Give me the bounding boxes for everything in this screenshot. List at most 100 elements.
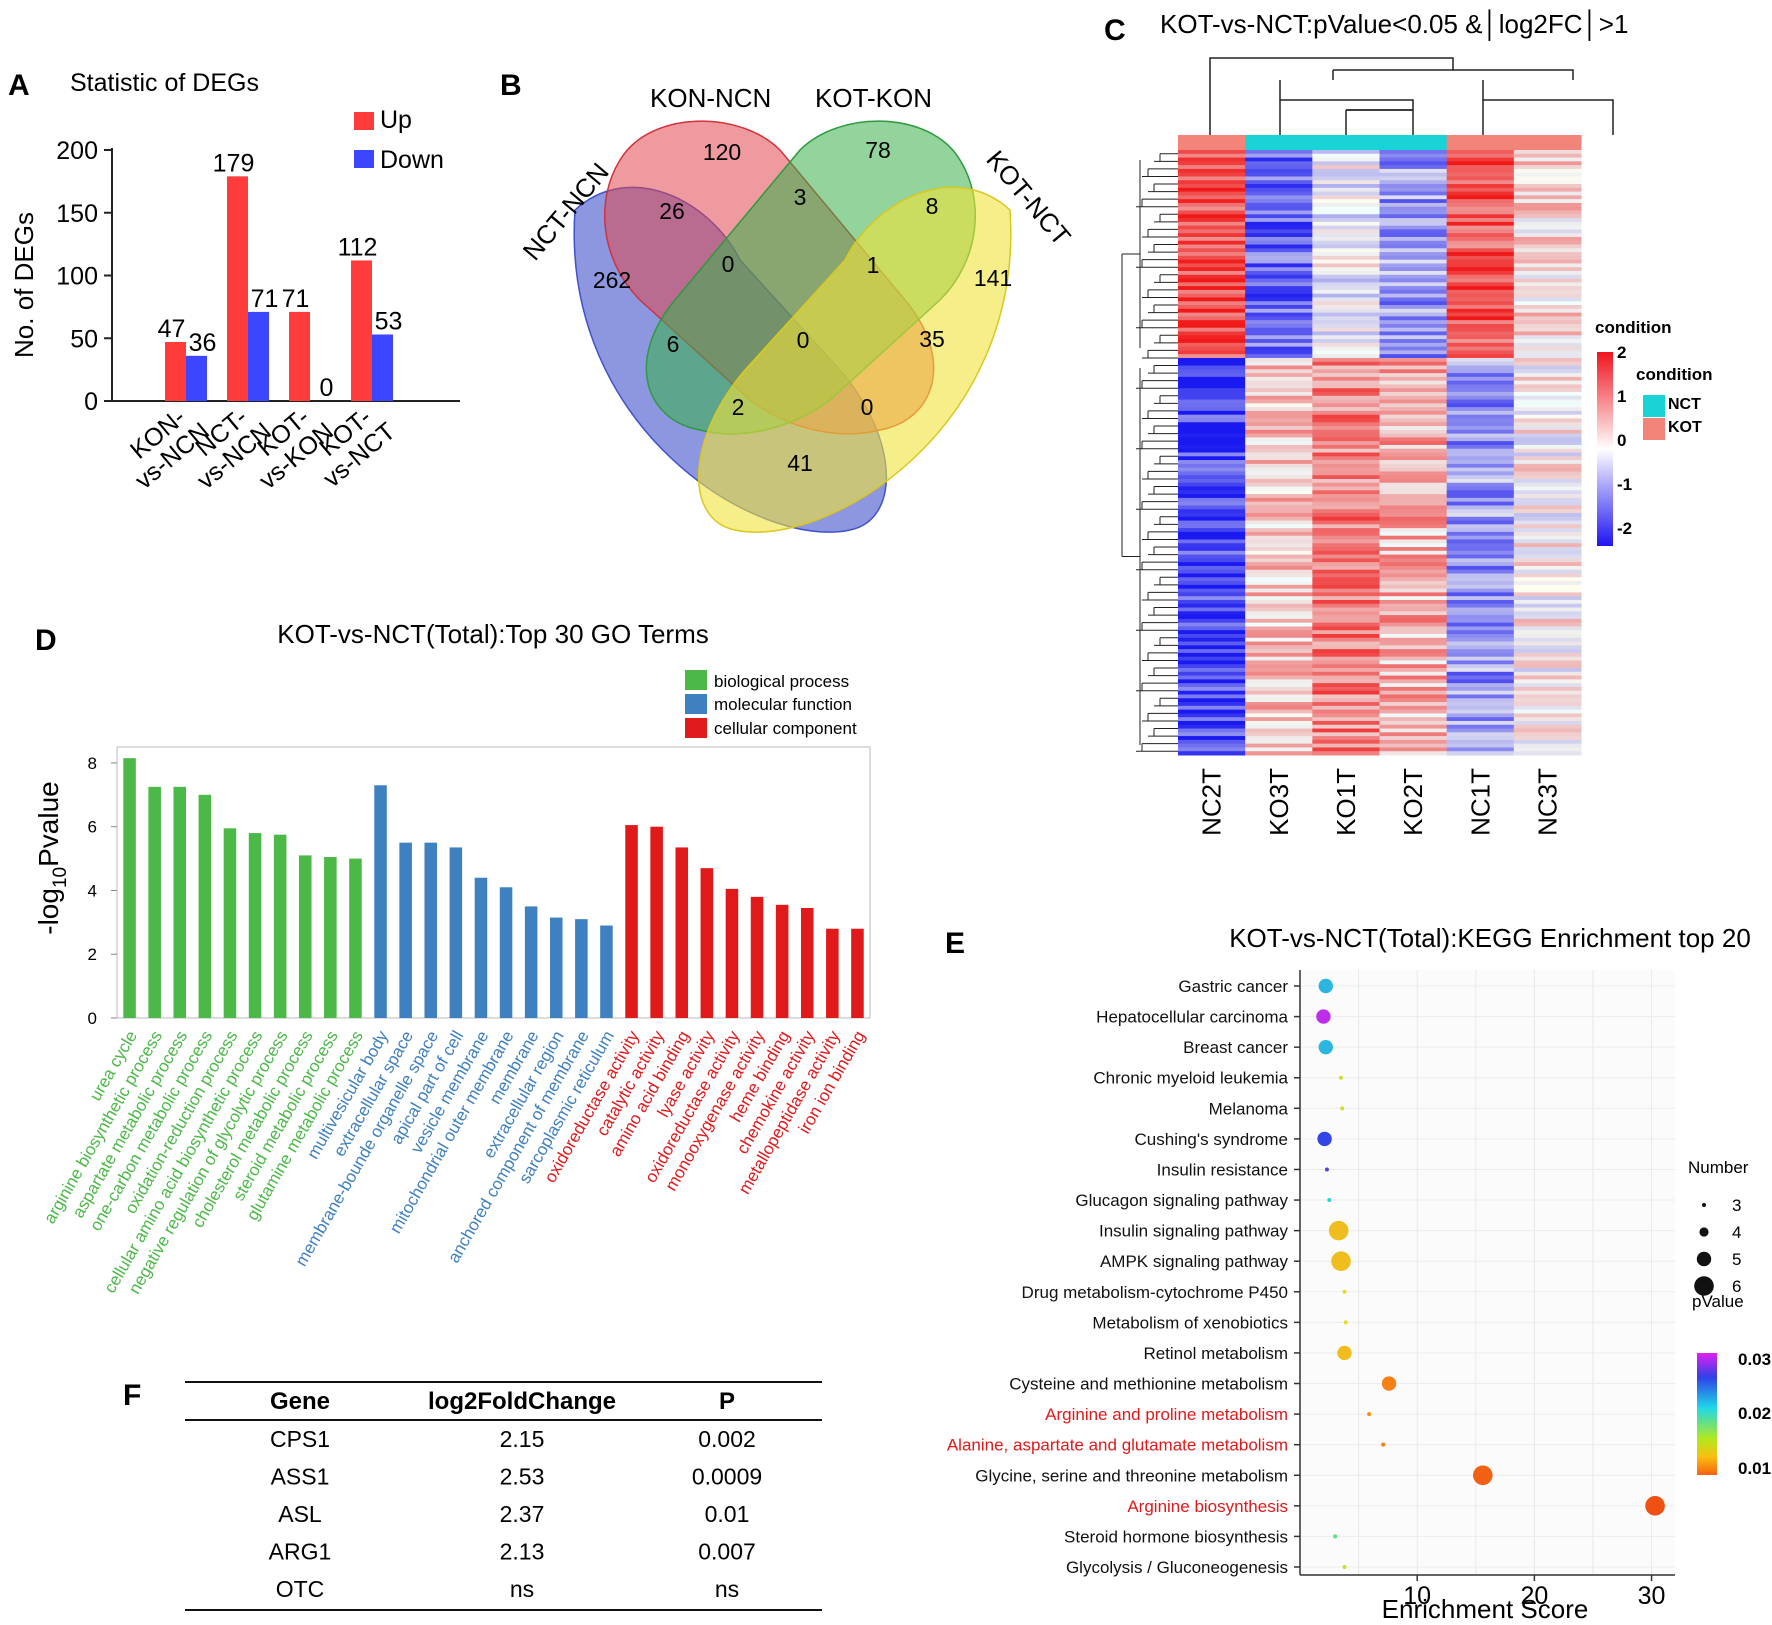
heatmap-cell — [1446, 214, 1515, 219]
heatmap-cell — [1178, 505, 1246, 510]
heatmap-cell — [1513, 346, 1582, 351]
heatmap-cell — [1446, 736, 1515, 741]
heatmap-cell — [1178, 433, 1246, 438]
heatmap-cell — [1312, 531, 1380, 537]
heatmap-cell — [1245, 656, 1313, 661]
heatmap-cell — [1379, 509, 1448, 514]
heatmap-cell — [1513, 705, 1582, 711]
go-bar-28 — [826, 928, 839, 1018]
heatmap-cell — [1245, 157, 1313, 162]
heatmap-cell — [1513, 596, 1582, 601]
heatmap-cell — [1178, 418, 1246, 423]
go-bar-29 — [851, 928, 864, 1018]
heatmap-cell — [1446, 365, 1515, 370]
heatmap-cell — [1513, 713, 1582, 718]
heatmap-cell — [1446, 342, 1515, 348]
heatmap-cell — [1178, 176, 1246, 181]
heatmap-cell — [1379, 728, 1448, 733]
heatmap-cell — [1178, 236, 1246, 242]
go-bar-3 — [198, 794, 212, 1018]
heatmap-cell — [1312, 709, 1380, 714]
table-cell: 2.53 — [500, 1464, 545, 1490]
heatmap-cell — [1446, 732, 1515, 737]
heatmap-cell — [1312, 671, 1380, 677]
heatmap-cell — [1178, 327, 1246, 332]
heatmap-cell — [1245, 569, 1313, 574]
heatmap-cell — [1379, 373, 1448, 378]
heatmap-cell — [1178, 214, 1246, 219]
heatmap-cell — [1513, 282, 1582, 287]
heatmap-cell — [1178, 630, 1246, 635]
heatmap-cell — [1379, 505, 1448, 510]
heatmap-cell — [1245, 252, 1313, 257]
heatmap-cell — [1178, 668, 1246, 673]
heatmap-cell — [1245, 172, 1313, 177]
condition-swatch-kot — [1643, 418, 1665, 440]
panel-a-title: Statistic of DEGs — [70, 69, 259, 97]
heatmap-cell — [1312, 751, 1380, 756]
heatmap-cell — [1379, 422, 1448, 427]
heatmap-cell — [1379, 286, 1448, 291]
heatmap-cell — [1245, 410, 1313, 416]
heatmap-cell — [1379, 596, 1448, 601]
heatmap-cell — [1379, 259, 1448, 264]
heatmap-cell — [1245, 323, 1313, 329]
heatmap-cell — [1379, 463, 1448, 469]
heatmap-cell — [1245, 407, 1313, 412]
heatmap-cell — [1245, 516, 1313, 522]
heatmap-cell — [1446, 528, 1515, 533]
heatmap-cell — [1513, 611, 1582, 616]
kegg-point — [1318, 978, 1333, 994]
heatmap-cell — [1513, 361, 1582, 367]
heatmap-cell — [1513, 554, 1582, 559]
heatmap-cell — [1178, 626, 1246, 631]
colorbar-tick: 1 — [1617, 387, 1626, 406]
kegg-point — [1316, 1009, 1331, 1024]
heatmap-cell — [1312, 429, 1380, 435]
kegg-term-label: Alanine, aspartate and glutamate metabol… — [947, 1436, 1288, 1455]
heatmap-cell — [1379, 233, 1448, 238]
heatmap-cell — [1245, 592, 1313, 597]
heatmap-cell — [1379, 724, 1448, 730]
heatmap-cell — [1245, 150, 1313, 155]
heatmap-cell — [1379, 634, 1448, 639]
heatmap-cell — [1245, 460, 1313, 465]
heatmap-cell — [1379, 350, 1448, 355]
heatmap-cell — [1379, 528, 1448, 533]
heatmap-cell — [1178, 463, 1246, 469]
heatmap-cell — [1312, 547, 1380, 552]
heatmap-cell — [1379, 380, 1448, 385]
heatmap-cell — [1312, 728, 1380, 733]
y-tick-label: 150 — [56, 200, 98, 228]
panel-e-plot: 10 20 30 Gastric cancer Hepatocellular carci… — [947, 970, 1675, 1610]
heatmap-cell — [1513, 702, 1582, 707]
panel-a-bars: 47 36 179 71 71 0 112 53 — [158, 149, 403, 402]
heatmap-cell — [1446, 486, 1515, 491]
heatmap-cell — [1178, 562, 1246, 567]
heatmap-cell — [1245, 267, 1313, 272]
heatmap-cell — [1312, 543, 1380, 548]
heatmap-cell — [1379, 342, 1448, 348]
heatmap-cell — [1513, 637, 1582, 643]
heatmap-cell — [1379, 497, 1448, 503]
go-bar-23 — [700, 868, 714, 1018]
heatmap-cell — [1379, 218, 1448, 223]
heatmap-cell — [1245, 649, 1313, 654]
heatmap-cell — [1446, 165, 1515, 170]
kegg-term-label: Breast cancer — [1183, 1038, 1288, 1057]
heatmap-cell — [1513, 289, 1582, 295]
heatmap-cell — [1379, 384, 1448, 389]
heatmap-cell — [1245, 218, 1313, 223]
heatmap-cell — [1446, 448, 1515, 453]
heatmap-cell — [1312, 282, 1380, 287]
plot-frame — [116, 746, 871, 1019]
heatmap-cell — [1245, 456, 1313, 461]
heatmap-cell — [1245, 392, 1313, 397]
heatmap-cell — [1513, 263, 1582, 268]
heatmap-cell — [1446, 267, 1515, 272]
y-tick-label: 0 — [84, 388, 98, 416]
heatmap-cell — [1513, 543, 1582, 548]
heatmap-cell — [1312, 611, 1380, 616]
heatmap-cell — [1312, 229, 1380, 234]
heatmap-cell — [1245, 751, 1313, 756]
